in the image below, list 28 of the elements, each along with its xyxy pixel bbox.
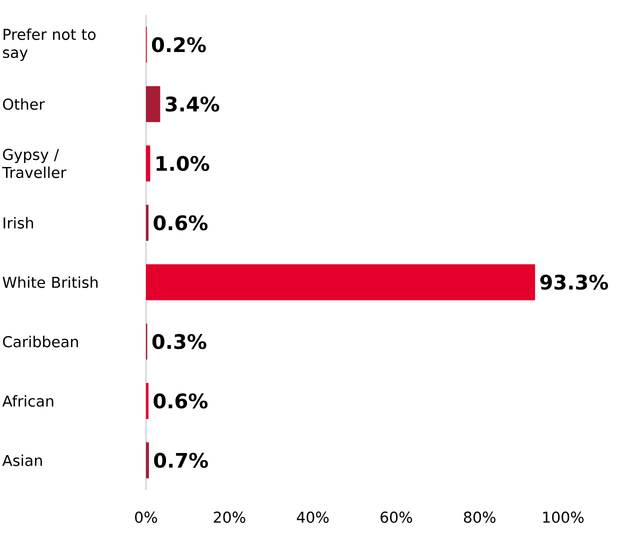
y-tick-label: African [2, 395, 54, 407]
bar [146, 86, 160, 122]
y-tick-label: Gypsy / Traveller [2, 148, 66, 178]
bar [146, 382, 149, 419]
y-tick-label: Caribbean [3, 336, 78, 348]
bar [146, 442, 149, 478]
y-tick-label: Irish [4, 217, 34, 229]
x-tick-label: 0% [135, 512, 158, 523]
data-label: 93.3% [540, 274, 608, 290]
y-tick-label: White British [2, 276, 98, 288]
data-label: 3.4% [166, 96, 220, 112]
data-label: 0.6% [154, 215, 208, 230]
x-tick-label: 60% [380, 512, 412, 523]
bar [146, 145, 150, 182]
bar [146, 204, 149, 241]
x-tick-label: 100% [543, 512, 584, 523]
x-tick-label: 40% [296, 512, 329, 523]
bar [146, 264, 536, 300]
data-label: 0.2% [152, 37, 206, 52]
data-label: 0.3% [152, 334, 206, 350]
y-tick-label: Other [3, 98, 45, 110]
y-tick-label: Prefer not to say [3, 28, 96, 61]
x-tick-label: 20% [214, 512, 246, 523]
x-tick-label: 80% [464, 512, 496, 523]
data-label: 0.7% [154, 452, 208, 468]
y-tick-label: Asian [2, 454, 42, 466]
data-label: 1.0% [156, 156, 210, 172]
data-label: 0.6% [154, 393, 208, 409]
